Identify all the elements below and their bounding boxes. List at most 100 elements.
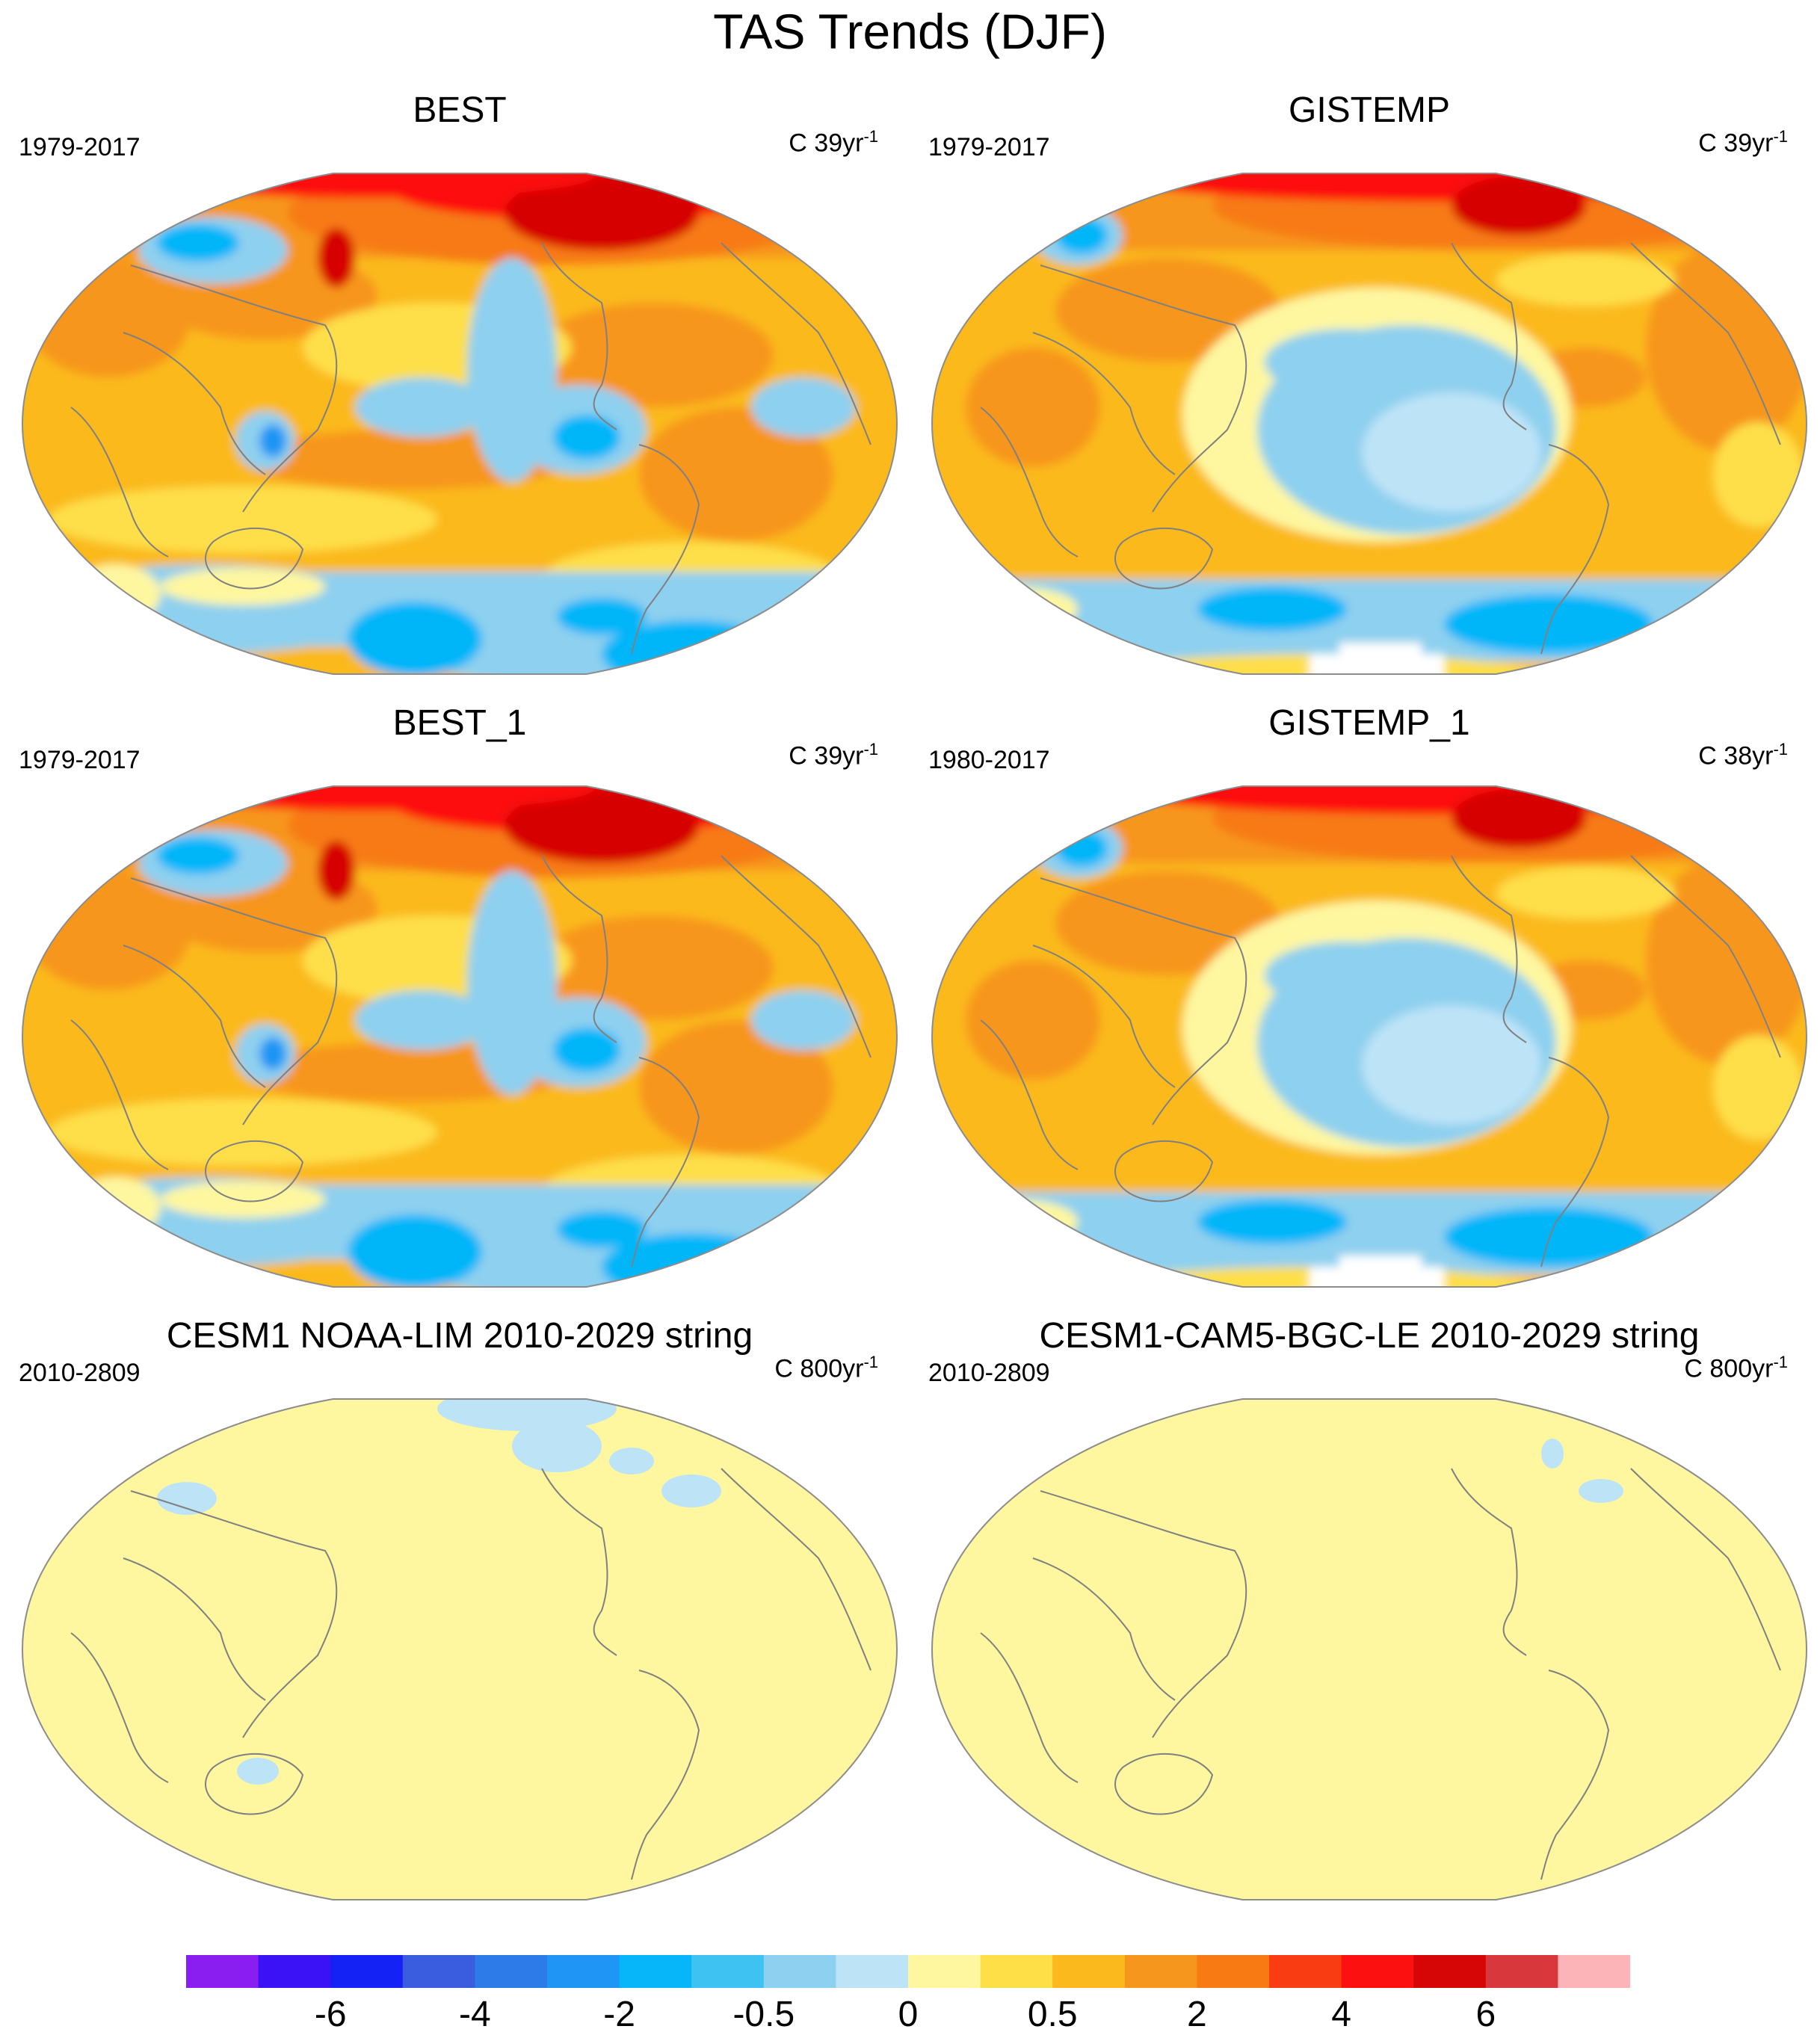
panel-gistemp: GISTEMP 1979-2017 C 39yr-1 — [921, 90, 1818, 695]
colorbar-swatch — [619, 1955, 692, 1988]
coastline — [1114, 1753, 1214, 1815]
map-canvas — [22, 1398, 898, 1913]
coastline — [541, 242, 617, 430]
map-boundary — [931, 1398, 1807, 1900]
coastline — [631, 1670, 700, 1880]
coastline — [78, 1909, 871, 1913]
trend-region — [557, 598, 647, 635]
coastline — [1114, 1140, 1214, 1202]
coastline — [1040, 1490, 1247, 1738]
coastline — [205, 1140, 304, 1202]
trend-region — [1668, 654, 1773, 674]
coastline — [205, 1753, 304, 1815]
coastline — [541, 1468, 617, 1656]
colorbar-swatch — [475, 1955, 548, 1988]
panel-title: GISTEMP_1 — [1268, 703, 1470, 743]
panel-period: 1979-2017 — [19, 746, 141, 774]
trend-region — [19, 1297, 901, 1300]
trend-region — [1713, 422, 1803, 527]
coastline — [1032, 332, 1176, 475]
coastline — [988, 684, 1780, 688]
colorbar-tick-label: -6 — [314, 1995, 347, 2034]
coastline — [70, 1632, 169, 1783]
trend-region — [932, 1399, 1807, 1900]
panel-title: GISTEMP — [1288, 90, 1451, 130]
panel-units: C 39yr-1 — [789, 740, 878, 771]
coastline — [123, 945, 266, 1088]
trend-region — [71, 564, 161, 624]
coastline — [123, 1557, 266, 1701]
coastline — [1451, 1468, 1527, 1656]
trend-region — [1452, 788, 1586, 848]
trend-region — [534, 915, 774, 1020]
trend-region — [966, 960, 1100, 1080]
trend-region — [49, 486, 437, 553]
coastline — [980, 407, 1079, 558]
trend-region — [1055, 217, 1108, 254]
trend-region — [355, 990, 490, 1050]
trend-region — [49, 1099, 437, 1166]
map-boundary — [22, 173, 898, 675]
map-canvas — [931, 785, 1807, 1288]
coastline — [988, 1909, 1780, 1913]
coastline — [1032, 945, 1176, 1088]
coastline — [1540, 444, 1610, 655]
trend-region — [318, 841, 355, 901]
map-canvas — [19, 785, 901, 1300]
panel-period: 1979-2017 — [19, 133, 141, 161]
colorbar-tick-label: 0 — [898, 1995, 919, 2034]
colorbar-tick-label: 2 — [1187, 1995, 1207, 2034]
coastline — [130, 1490, 338, 1738]
colorbar-tick-label: -2 — [603, 1995, 635, 2034]
coastline — [78, 684, 871, 688]
colorbar-tick-label: -0.5 — [732, 1995, 795, 2034]
panel-cesm1-noaa-lim: CESM1 NOAA-LIM 2010-2029 string 2010-280… — [11, 1315, 908, 1921]
coastline — [1630, 242, 1781, 445]
trend-region — [157, 1482, 217, 1515]
figure-title: TAS Trends (DJF) — [713, 4, 1107, 59]
trend-region — [1541, 1439, 1564, 1469]
trend-region — [966, 348, 1100, 467]
trend-region — [553, 1028, 620, 1072]
trend-region — [534, 303, 774, 407]
trend-region — [1549, 1274, 1773, 1287]
panel-period: 1979-2017 — [928, 133, 1050, 161]
trend-region — [213, 786, 273, 796]
coastline — [980, 1632, 1079, 1783]
coastline — [130, 877, 338, 1125]
trend-region — [19, 684, 901, 688]
trend-region — [1197, 587, 1347, 632]
map-cesm1-cam5-bgc-le — [928, 1386, 1810, 1917]
colorbar-swatch — [1052, 1955, 1126, 1988]
colorbar-swatch — [980, 1955, 1053, 1988]
trend-region — [1444, 594, 1653, 654]
colorbar-tick-label: 0.5 — [1027, 1995, 1078, 2034]
coastline — [631, 444, 700, 655]
coastline — [721, 1468, 872, 1671]
map-gistemp-1 — [928, 773, 1810, 1304]
colorbar-swatch — [1558, 1955, 1630, 1988]
map-canvas — [19, 173, 901, 688]
panel-period: 2010-2809 — [928, 1359, 1050, 1387]
colorbar-tick-label: 6 — [1475, 1995, 1496, 2034]
map-boundary — [931, 173, 1807, 675]
coastline — [980, 1019, 1079, 1170]
trend-region — [1549, 661, 1773, 674]
map-boundary — [22, 785, 898, 1288]
trend-region — [213, 173, 273, 183]
map-gistemp — [928, 161, 1810, 691]
trend-region — [1197, 1199, 1347, 1244]
map-canvas — [931, 173, 1807, 688]
coastline — [721, 242, 872, 445]
trend-region — [71, 1177, 161, 1237]
trend-region — [348, 1214, 482, 1287]
trend-region — [237, 1758, 279, 1785]
coastline — [1114, 527, 1214, 590]
colorbar-swatch — [547, 1955, 620, 1988]
trend-region — [639, 407, 833, 542]
trend-region — [721, 179, 811, 217]
trend-region — [1055, 871, 1280, 975]
map-best-1 — [19, 773, 901, 1304]
trend-region — [557, 1211, 647, 1248]
colorbar-swatch — [1124, 1955, 1197, 1988]
